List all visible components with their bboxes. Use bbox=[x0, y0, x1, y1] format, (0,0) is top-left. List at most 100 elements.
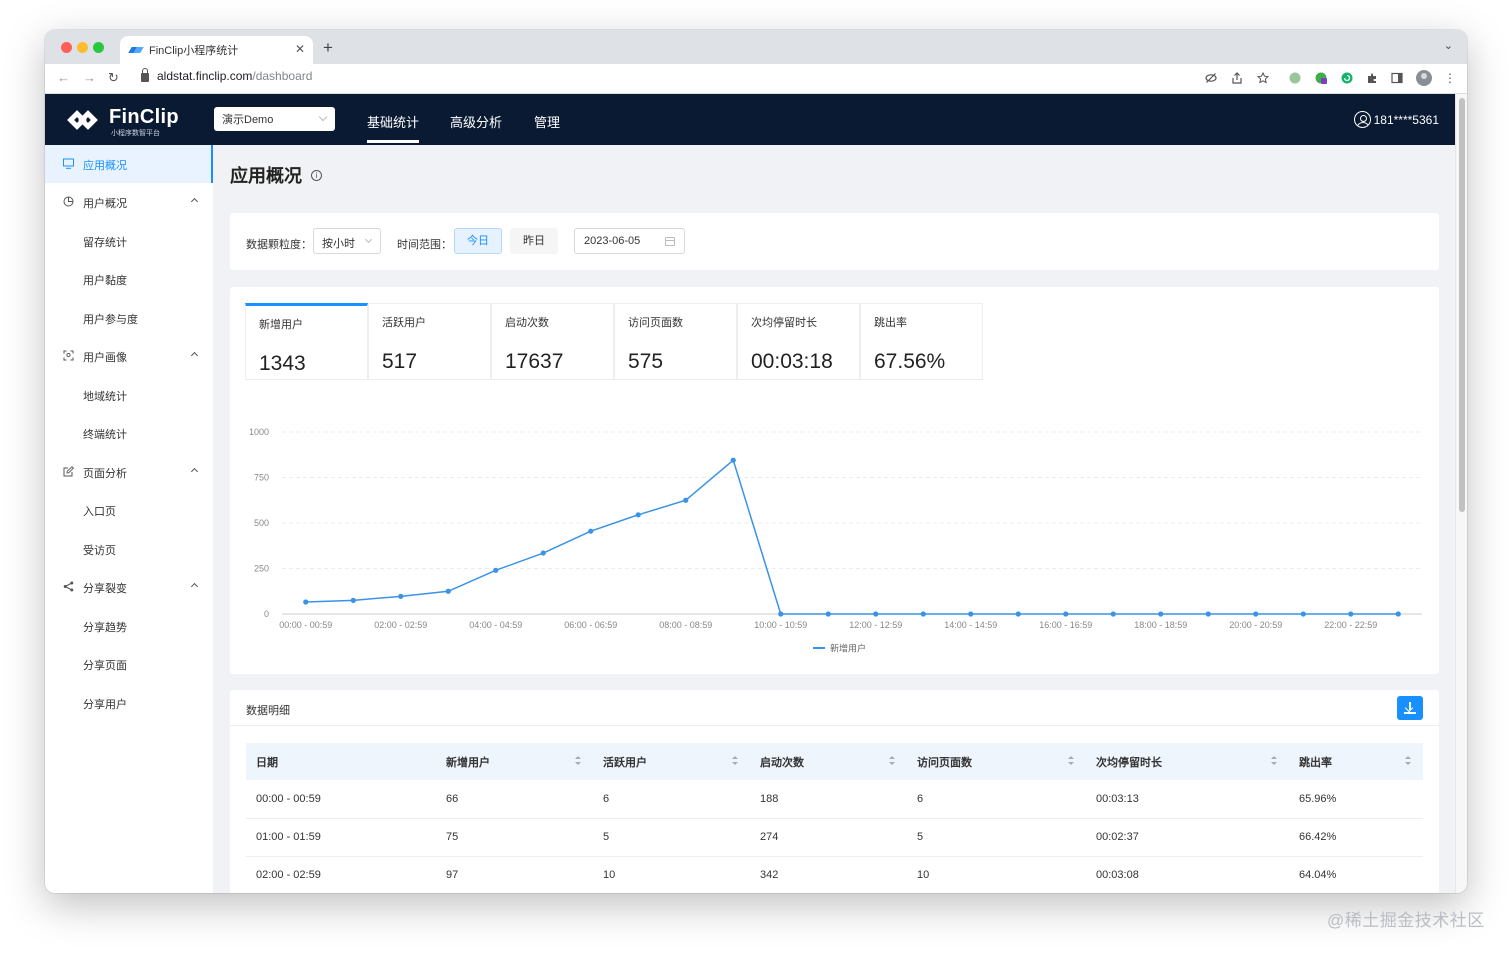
column-header-avg-duration[interactable]: 次均停留时长 bbox=[1086, 743, 1289, 780]
sort-icon[interactable] bbox=[1271, 755, 1277, 767]
x-tick-label: 00:00 - 00:59 bbox=[279, 620, 332, 630]
page-scrollbar[interactable] bbox=[1455, 94, 1467, 893]
maximize-window-button[interactable] bbox=[93, 42, 104, 53]
new-tab-button[interactable]: + bbox=[323, 38, 333, 57]
sidebar-item-label: 入口页 bbox=[83, 506, 116, 518]
data-point bbox=[920, 611, 926, 617]
table-cell: 00:03:08 bbox=[1086, 856, 1289, 893]
sidebar-item-region[interactable]: 地域统计 bbox=[45, 376, 213, 414]
finclip-logo[interactable]: FinClip 小程序数智平台 bbox=[67, 106, 187, 137]
granularity-select[interactable]: 按小时 bbox=[313, 228, 381, 254]
column-header-new-users[interactable]: 新增用户 bbox=[436, 743, 593, 780]
profile-avatar-icon[interactable] bbox=[1416, 70, 1432, 86]
watermark: @稀土掘金技术社区 bbox=[1327, 911, 1485, 930]
side-panel-icon[interactable] bbox=[1391, 72, 1403, 84]
table-cell: 97 bbox=[436, 856, 593, 893]
sidebar-item-app-overview[interactable]: 应用概况 bbox=[45, 145, 213, 183]
tab-strip: FinClip小程序统计 ✕ + ⌄ bbox=[45, 30, 1467, 64]
sidebar-item-share-trend[interactable]: 分享趋势 bbox=[45, 607, 213, 645]
close-window-button[interactable] bbox=[61, 42, 72, 53]
table-cell: 5 bbox=[593, 818, 750, 857]
column-header-active-users[interactable]: 活跃用户 bbox=[593, 743, 750, 780]
table-cell: 6 bbox=[907, 780, 1086, 819]
sort-icon[interactable] bbox=[1405, 755, 1411, 767]
data-point bbox=[968, 611, 974, 617]
table-cell: 65.96% bbox=[1289, 780, 1423, 819]
sidebar-item-engagement[interactable]: 用户参与度 bbox=[45, 299, 213, 337]
extensions-puzzle-icon[interactable] bbox=[1366, 72, 1378, 84]
sidebar-item-retention[interactable]: 留存统计 bbox=[45, 222, 213, 260]
sidebar-item-label: 地域统计 bbox=[83, 391, 127, 403]
back-button[interactable]: ← bbox=[57, 70, 70, 85]
sidebar-group-page-analysis[interactable]: 页面分析 bbox=[45, 453, 213, 491]
browser-tab[interactable]: FinClip小程序统计 ✕ bbox=[120, 36, 313, 64]
kpi-value: 1343 bbox=[259, 352, 306, 375]
data-point bbox=[1158, 611, 1164, 617]
sidebar-item-entry-page[interactable]: 入口页 bbox=[45, 491, 213, 529]
extension-green-icon[interactable] bbox=[1289, 72, 1301, 84]
data-point bbox=[1253, 611, 1259, 617]
scrollbar-thumb[interactable] bbox=[1459, 98, 1465, 512]
divider bbox=[230, 725, 1439, 726]
chevron-down-icon bbox=[364, 235, 373, 244]
nav-management[interactable]: 管理 bbox=[534, 115, 561, 130]
y-tick-label: 1000 bbox=[249, 427, 269, 437]
sidebar-group-user-profile[interactable]: 用户画像 bbox=[45, 337, 213, 375]
sort-icon[interactable] bbox=[732, 755, 738, 767]
app-selector[interactable]: 演示Demo bbox=[214, 107, 335, 131]
kpi-label: 新增用户 bbox=[259, 319, 303, 331]
minimize-window-button[interactable] bbox=[77, 42, 88, 53]
kpi-value: 00:03:18 bbox=[751, 350, 833, 373]
browser-menu-icon[interactable]: ⋮ bbox=[1444, 71, 1456, 85]
today-button[interactable]: 今日 bbox=[454, 228, 502, 254]
data-point bbox=[1300, 611, 1306, 617]
tab-search-icon[interactable]: ⌄ bbox=[1443, 40, 1453, 52]
sidebar-item-visited-page[interactable]: 受访页 bbox=[45, 530, 213, 568]
sidebar-item-device[interactable]: 终端统计 bbox=[45, 414, 213, 452]
user-menu[interactable]: 181****5361 bbox=[1353, 111, 1439, 128]
kpi-launches[interactable]: 启动次数 17637 bbox=[491, 303, 614, 380]
sort-icon[interactable] bbox=[889, 755, 895, 767]
sidebar-item-label: 页面分析 bbox=[83, 468, 127, 480]
forward-button[interactable]: → bbox=[83, 70, 96, 85]
sidebar-item-stickiness[interactable]: 用户黏度 bbox=[45, 260, 213, 298]
nav-advanced-analysis[interactable]: 高级分析 bbox=[450, 115, 503, 130]
bookmark-star-icon[interactable] bbox=[1257, 72, 1269, 84]
reload-button[interactable]: ↻ bbox=[108, 70, 119, 85]
sort-icon[interactable] bbox=[1068, 755, 1074, 767]
nav-basic-stats[interactable]: 基础统计 bbox=[367, 112, 420, 143]
yesterday-button[interactable]: 昨日 bbox=[510, 228, 558, 254]
date-picker[interactable]: 2023-06-05 bbox=[574, 228, 685, 254]
sort-icon[interactable] bbox=[575, 755, 581, 767]
overview-card: 新增用户 1343 活跃用户 517 启动次数 17637 访问页面数 575 … bbox=[230, 287, 1439, 674]
time-range-label: 时间范围： bbox=[397, 239, 452, 251]
data-point bbox=[493, 567, 499, 573]
kpi-avg-duration[interactable]: 次均停留时长 00:03:18 bbox=[737, 303, 860, 380]
kpi-active-users[interactable]: 活跃用户 517 bbox=[368, 303, 491, 380]
kpi-bounce-rate[interactable]: 跳出率 67.56% bbox=[860, 303, 983, 380]
column-header-bounce-rate[interactable]: 跳出率 bbox=[1289, 743, 1423, 780]
table-cell: 10 bbox=[593, 856, 750, 893]
sidebar-item-label: 应用概况 bbox=[83, 160, 127, 172]
sidebar-group-user-overview[interactable]: 用户概况 bbox=[45, 183, 213, 221]
extension-refresh-icon[interactable] bbox=[1341, 72, 1353, 84]
sidebar-item-share-page[interactable]: 分享页面 bbox=[45, 645, 213, 683]
detail-table: 日期 新增用户 活跃用户 启动次数 访问页面数 次均停留时长 跳出率 00:00… bbox=[246, 743, 1423, 893]
share-page-icon[interactable] bbox=[1231, 72, 1243, 84]
y-tick-label: 250 bbox=[254, 564, 269, 574]
table-cell: 64.04% bbox=[1289, 856, 1423, 893]
column-header-page-views[interactable]: 访问页面数 bbox=[907, 743, 1086, 780]
kpi-page-views[interactable]: 访问页面数 575 bbox=[614, 303, 737, 380]
kpi-new-users[interactable]: 新增用户 1343 bbox=[245, 303, 368, 380]
sidebar-item-share-user[interactable]: 分享用户 bbox=[45, 684, 213, 722]
eye-off-icon[interactable] bbox=[1205, 72, 1217, 84]
extension-shield-icon[interactable] bbox=[1315, 72, 1327, 84]
close-tab-icon[interactable]: ✕ bbox=[294, 42, 305, 56]
data-point bbox=[1063, 611, 1069, 617]
sidebar-group-share[interactable]: 分享裂变 bbox=[45, 568, 213, 606]
download-button[interactable] bbox=[1397, 696, 1423, 720]
app-header: FinClip 小程序数智平台 演示Demo 基础统计 高级分析 管理 181*… bbox=[45, 94, 1455, 145]
address-bar[interactable]: aldstat.finclip.com/dashboard bbox=[141, 67, 312, 83]
column-header-launches[interactable]: 启动次数 bbox=[750, 743, 907, 780]
info-icon[interactable]: i bbox=[311, 169, 322, 181]
